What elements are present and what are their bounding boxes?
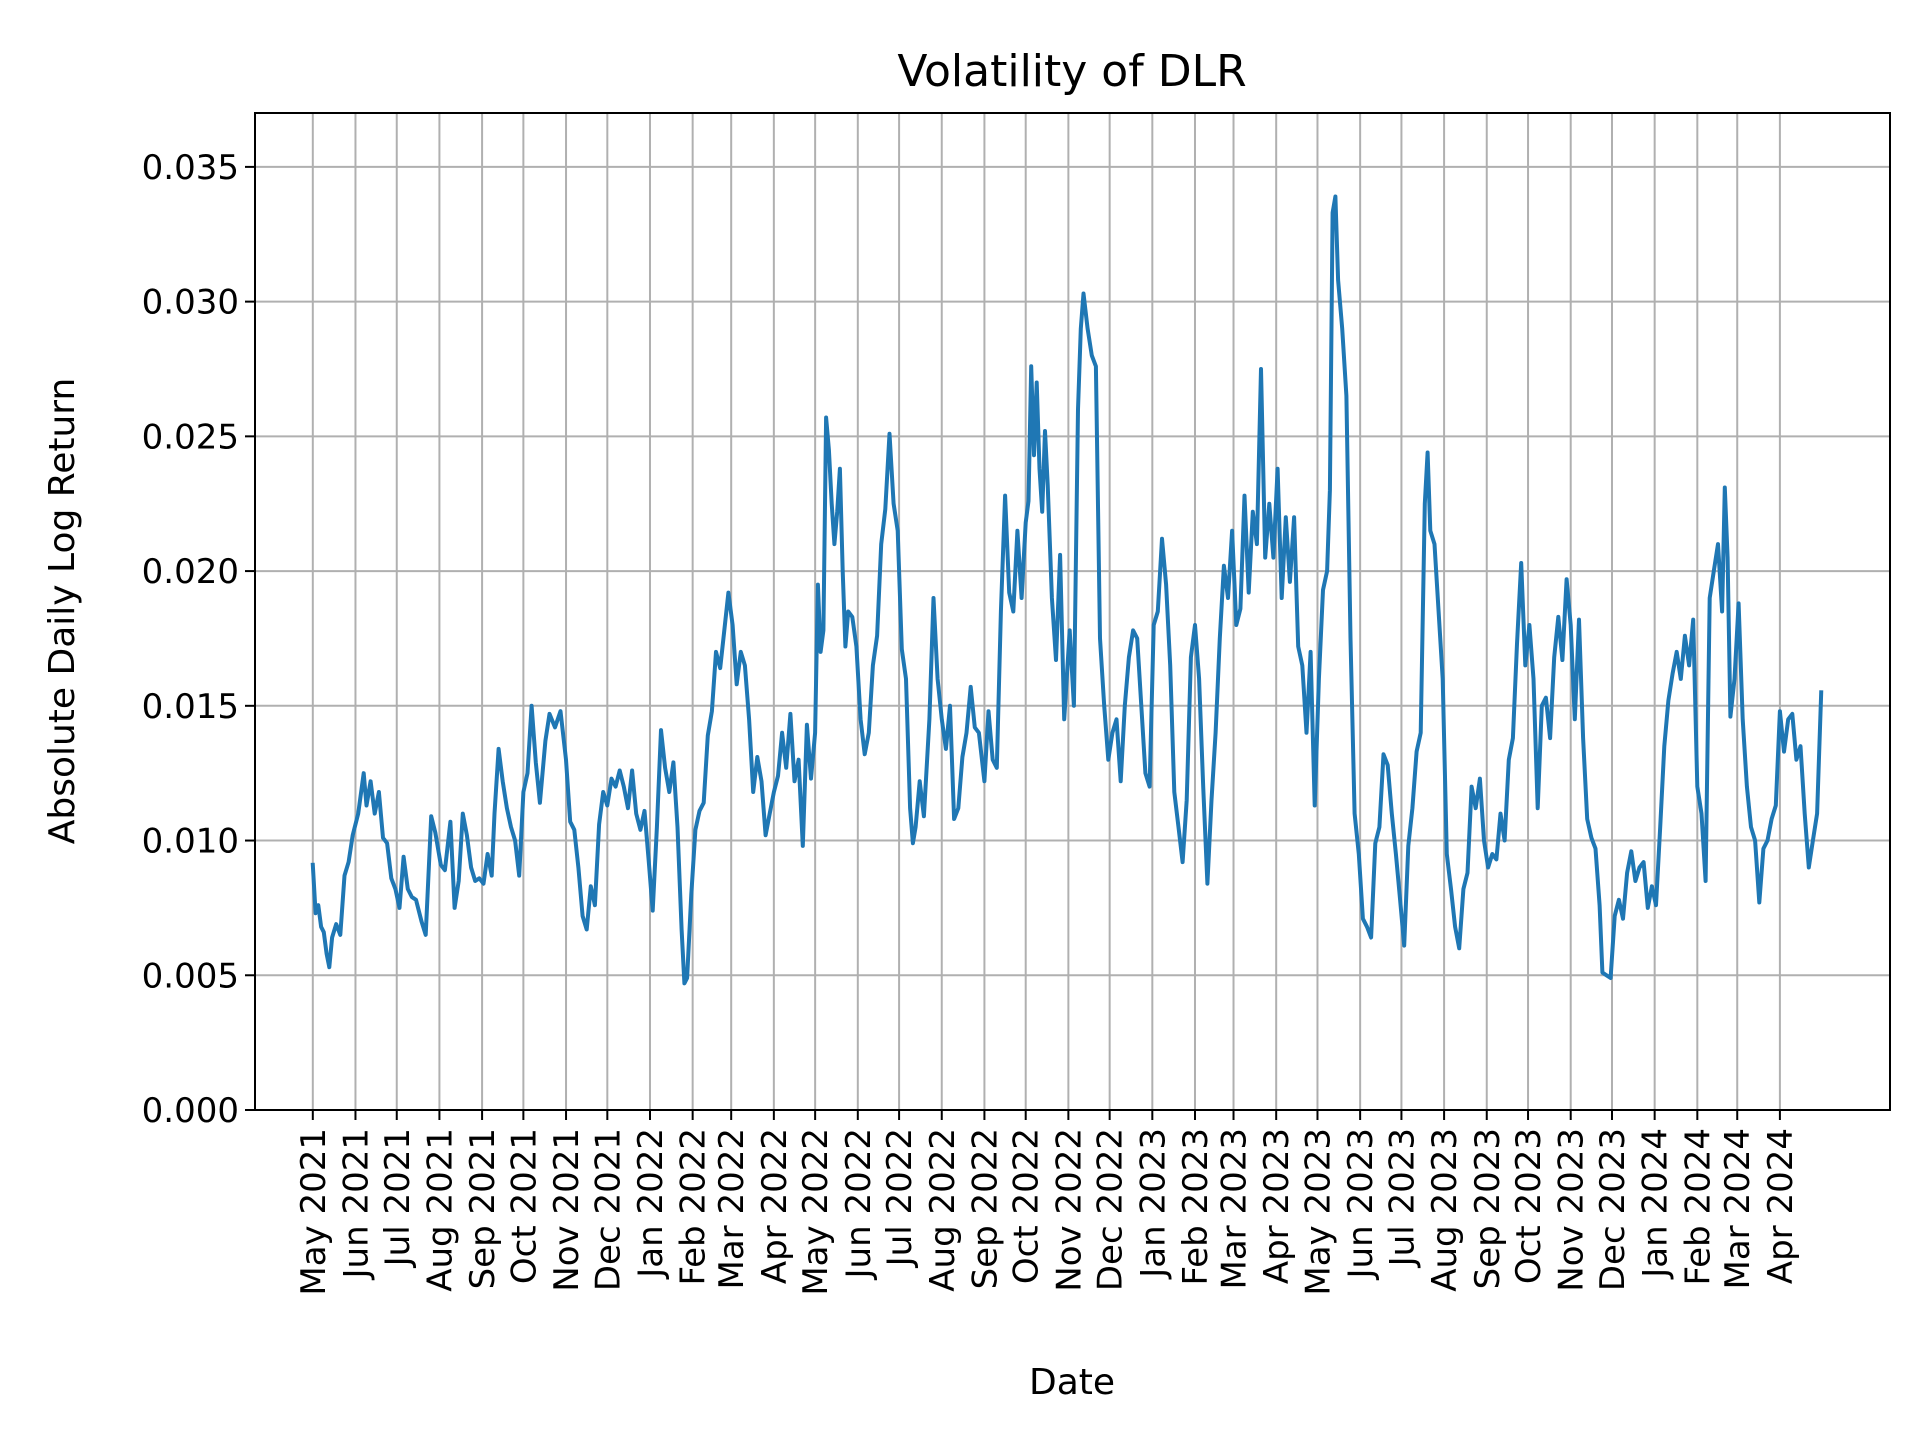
series-layer: [310, 194, 1824, 986]
x-tick-label: Oct 2022: [1007, 1128, 1047, 1284]
y-tick-label: 0.010: [142, 822, 239, 862]
x-tick-label: Jan 2023: [1133, 1128, 1173, 1280]
x-tick-label: Dec 2022: [1091, 1128, 1131, 1291]
y-tick-label: 0.015: [142, 687, 239, 727]
x-axis-label: Date: [1029, 1362, 1115, 1403]
x-tick-label: May 2021: [294, 1128, 334, 1296]
x-tick-label: Jun 2023: [1341, 1128, 1381, 1280]
chart-title: Volatility of DLR: [897, 46, 1246, 97]
x-tick-label: Feb 2023: [1176, 1128, 1216, 1286]
x-tick-label: Aug 2022: [923, 1128, 963, 1292]
x-tick-label: Jun 2021: [336, 1128, 376, 1280]
series-line: [310, 194, 1824, 986]
x-tick-label: Sep 2023: [1468, 1128, 1508, 1289]
x-tick-label: Jan 2022: [631, 1128, 671, 1280]
x-tick-label: Apr 2024: [1761, 1128, 1801, 1284]
x-tick-label: Jul 2021: [378, 1128, 418, 1268]
y-axis-ticks: 0.000 0.005 0.010 0.015 0.020 0.025 0.030 0.035: [142, 148, 255, 1131]
x-axis-ticks: May 2021 Jun 2021 Jul 2021 Aug 2021 Sep 2021…: [294, 1110, 1801, 1296]
y-tick-label: 0.030: [142, 283, 239, 323]
y-tick-label: 0.005: [142, 956, 239, 996]
y-tick-label: 0.025: [142, 417, 239, 457]
x-tick-label: Mar 2022: [712, 1128, 752, 1289]
x-tick-label: Oct 2021: [504, 1128, 544, 1284]
x-tick-label: May 2023: [1298, 1128, 1338, 1296]
x-tick-label: Dec 2023: [1593, 1128, 1633, 1291]
x-tick-label: Aug 2023: [1425, 1128, 1465, 1292]
x-tick-label: Sep 2021: [463, 1128, 503, 1289]
x-tick-label: Feb 2022: [674, 1128, 714, 1286]
x-tick-label: Nov 2022: [1049, 1128, 1089, 1292]
x-tick-label: Dec 2021: [588, 1128, 628, 1291]
x-tick-label: Oct 2023: [1509, 1128, 1549, 1284]
x-tick-label: Nov 2023: [1552, 1128, 1592, 1292]
x-tick-label: Feb 2024: [1678, 1128, 1718, 1286]
y-tick-label: 0.020: [142, 552, 239, 592]
x-tick-label: Nov 2021: [547, 1128, 587, 1292]
x-tick-label: Jun 2022: [839, 1128, 879, 1280]
x-tick-label: Mar 2024: [1718, 1128, 1758, 1289]
x-tick-label: Sep 2022: [965, 1128, 1005, 1289]
x-tick-label: Jul 2022: [880, 1128, 920, 1268]
x-tick-label: Apr 2023: [1257, 1128, 1297, 1284]
y-axis-label: Absolute Daily Log Return: [42, 378, 83, 845]
x-tick-label: Jan 2024: [1636, 1128, 1676, 1280]
y-tick-label: 0.000: [142, 1091, 239, 1131]
x-tick-label: Aug 2021: [420, 1128, 460, 1292]
x-tick-label: May 2022: [796, 1128, 836, 1296]
x-tick-label: Mar 2023: [1215, 1128, 1255, 1289]
x-tick-label: Jul 2023: [1382, 1128, 1422, 1268]
plot-area-frame: [254, 112, 1891, 1111]
x-tick-label: Apr 2022: [755, 1128, 795, 1284]
y-tick-label: 0.035: [142, 148, 239, 188]
